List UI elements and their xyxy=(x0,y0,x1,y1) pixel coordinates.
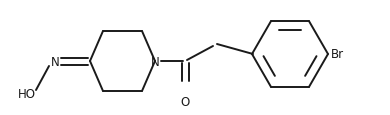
Text: O: O xyxy=(180,95,190,108)
Text: HO: HO xyxy=(18,88,36,101)
Text: Br: Br xyxy=(331,48,344,61)
Text: N: N xyxy=(51,55,59,68)
Text: N: N xyxy=(151,55,160,68)
